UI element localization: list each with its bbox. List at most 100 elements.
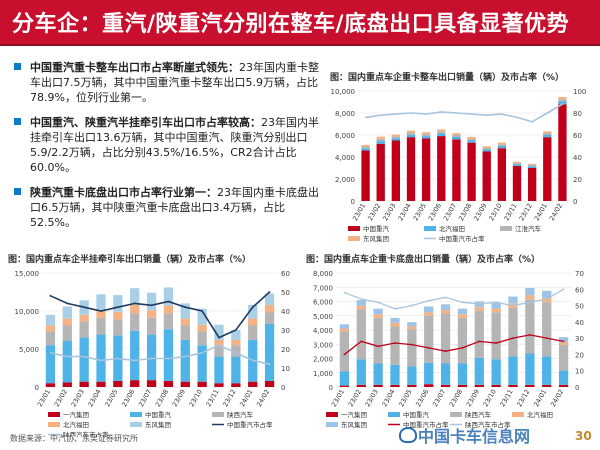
y-tick-label: 10,000 — [331, 88, 356, 96]
line-point — [150, 304, 153, 307]
y2-tick-label: 20 — [575, 351, 584, 359]
x-tick-label: 23/06 — [120, 388, 136, 408]
line-point — [410, 304, 413, 307]
y-tick-label: 2,000 — [335, 176, 355, 184]
bar-3-23/05 — [407, 326, 417, 330]
bar-1-24/02 — [558, 101, 567, 105]
legend-label: 中国重汽市占率 — [403, 420, 449, 429]
bar-4-24/01 — [542, 290, 552, 298]
bar-1-23/02 — [62, 340, 72, 383]
x-tick-label: 23/03 — [381, 202, 397, 222]
bar-3-24/01 — [543, 131, 552, 134]
bar-2-23/01 — [361, 146, 370, 149]
bullet-text: 23年国内重卡底盘出口6.5万辆，其中陕重汽重卡底盘出口3.4万辆，占比52.5… — [30, 186, 319, 229]
bar-2-23/11 — [512, 162, 522, 165]
legend-swatch — [424, 226, 436, 231]
line-point — [201, 310, 204, 312]
bar-3-23/05 — [113, 311, 123, 320]
chart-title: 图：国内重点车企重卡整车出口销量（辆）及市占率（%） — [330, 73, 565, 83]
line-point — [545, 337, 548, 340]
bar-4-23/07 — [440, 304, 451, 311]
bar-1-23/10 — [497, 146, 507, 149]
y-tick-label: 10,000 — [15, 308, 40, 316]
bar-4-23/08 — [163, 287, 174, 306]
bar-4-23/11 — [214, 324, 224, 340]
bar-2-23/05 — [421, 134, 431, 137]
y2-tick-label: 0 — [281, 384, 285, 392]
x-tick-label: 23/10 — [482, 388, 498, 408]
line-point — [500, 113, 503, 115]
bar-0-23/01 — [361, 150, 370, 201]
y2-tick-label: 50 — [281, 289, 290, 297]
line-中国重汽市占率 — [50, 291, 271, 339]
line-point — [100, 310, 102, 312]
bar-4-23/03 — [373, 308, 383, 315]
bar-0-23/09 — [474, 384, 484, 387]
line-point — [167, 357, 170, 360]
line-point — [343, 353, 346, 356]
line-point — [444, 296, 447, 299]
legend-label: 东风集团 — [363, 234, 389, 243]
bar-0-23/02 — [62, 382, 72, 387]
bar-0-24/02 — [264, 380, 275, 387]
bar-2-23/02 — [356, 309, 366, 360]
bar-3-23/11 — [214, 339, 224, 346]
bullet-square-icon — [14, 118, 21, 125]
x-tick-label: 23/04 — [396, 202, 412, 222]
line-point — [495, 342, 498, 344]
x-tick-label: 23/04 — [86, 388, 102, 408]
line-point — [379, 114, 382, 117]
line-point — [531, 120, 534, 123]
bar-1-23/11 — [214, 356, 224, 384]
legend-label: 一汽集团 — [63, 410, 89, 419]
page-number: 30 — [575, 429, 592, 443]
bar-3-23/07 — [452, 133, 461, 135]
line-point — [561, 103, 564, 106]
bar-1-23/07 — [440, 363, 451, 385]
bar-2-23/06 — [424, 315, 434, 363]
line-point — [268, 291, 271, 293]
bar-2-23/10 — [197, 331, 207, 346]
x-tick-label: 24/02 — [548, 202, 564, 222]
line-point — [360, 298, 363, 300]
line-point — [478, 340, 481, 343]
bar-1-23/02 — [356, 359, 366, 385]
bar-0-23/04 — [390, 384, 400, 387]
bar-3-24/02 — [558, 97, 567, 100]
legend-swatch — [512, 412, 524, 417]
bar-1-23/10 — [197, 345, 207, 382]
bar-0-23/08 — [163, 380, 174, 387]
line-point — [562, 288, 565, 291]
x-tick-label: 23/12 — [515, 388, 531, 408]
bar-2-23/08 — [457, 317, 468, 364]
bullet-square-icon — [14, 63, 21, 70]
bar-2-23/01 — [45, 331, 56, 346]
line-point — [528, 301, 531, 304]
y-tick-label: 1,000 — [313, 370, 333, 378]
bar-4-23/08 — [457, 308, 468, 315]
bar-2-23/07 — [440, 313, 451, 364]
bar-3-23/08 — [163, 305, 174, 314]
header-underline — [0, 44, 600, 46]
x-tick-label: 23/09 — [465, 388, 481, 408]
bar-3-24/02 — [264, 304, 275, 313]
bar-0-24/01 — [542, 384, 552, 387]
line-point — [234, 329, 237, 331]
y2-tick-label: 40 — [281, 308, 290, 316]
line-point — [562, 340, 565, 343]
x-tick-label: 23/06 — [427, 202, 443, 222]
bar-1-23/06 — [424, 362, 434, 385]
data-source-note: 数据来源：中汽协、东吴证券研究所 — [10, 434, 138, 443]
line-point — [512, 337, 514, 340]
line-point — [150, 357, 153, 360]
bar-3-23/02 — [376, 136, 385, 139]
bar-3-23/08 — [457, 314, 468, 318]
x-tick-label: 23/11 — [502, 202, 518, 222]
y2-tick-label: 100 — [573, 88, 586, 96]
bar-1-23/04 — [96, 334, 106, 382]
bullet-item: 陕重汽重卡底盘出口市占率行业第一：23年国内重卡底盘出口6.5万辆，其中陕重汽重… — [14, 185, 324, 230]
line-point — [83, 306, 86, 309]
legend-swatch — [348, 226, 360, 231]
line-point — [545, 298, 548, 300]
y2-tick-label: 40 — [573, 154, 582, 162]
